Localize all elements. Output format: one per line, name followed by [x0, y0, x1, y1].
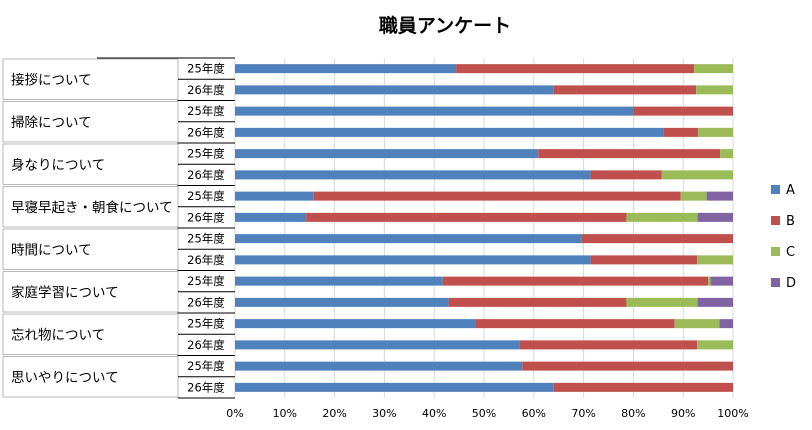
- x-tick-label: 10%: [273, 407, 297, 420]
- year-label: 25年度: [187, 232, 225, 246]
- year-label: 26年度: [187, 338, 225, 352]
- bar-segment-a: [235, 212, 307, 222]
- bar-segment-a: [235, 149, 539, 159]
- category-label: 早寝早起き・朝食について: [11, 199, 173, 216]
- bar-segment-b: [590, 170, 662, 180]
- x-tick-label: 90%: [671, 407, 695, 420]
- bar-segment-b: [456, 64, 695, 74]
- bar-segment-a: [235, 234, 582, 244]
- bar-segment-d: [697, 297, 733, 307]
- bar-segment-c: [698, 127, 733, 137]
- bar-segment-c: [720, 149, 733, 159]
- year-label: 26年度: [187, 168, 225, 182]
- bar-segment-a: [235, 361, 523, 371]
- category-label: 身なりについて: [11, 157, 105, 173]
- legend-label: D: [786, 276, 796, 291]
- x-axis: 0% 10% 20% 30% 40% 50% 60% 70% 80% 90% 100%: [226, 407, 748, 420]
- bar-segment-a: [235, 382, 554, 392]
- year-label: 25年度: [187, 147, 225, 161]
- bar-segment-b: [553, 382, 733, 392]
- bar-segment-a: [235, 170, 591, 180]
- legend-swatch-a: [771, 185, 780, 194]
- bar-segment-a: [235, 340, 520, 350]
- x-tick-label: 80%: [621, 407, 645, 420]
- chart-title: 職員アンケート: [379, 14, 511, 37]
- year-label: 26年度: [187, 125, 225, 139]
- category-label: 掃除について: [11, 114, 92, 131]
- x-tick-label: 60%: [522, 407, 546, 420]
- bar-segment-b: [633, 106, 733, 116]
- x-tick-label: 30%: [372, 407, 396, 420]
- bar-segment-c: [680, 191, 707, 201]
- legend-swatch-d: [771, 278, 780, 287]
- category-label: 思いやりについて: [11, 370, 119, 386]
- year-label: 25年度: [187, 189, 225, 203]
- bar-segment-b: [538, 149, 721, 159]
- bar-segment-a: [235, 319, 476, 329]
- bar-segment-a: [235, 255, 591, 265]
- legend: A B C D: [771, 183, 796, 291]
- bar-segment-c: [661, 170, 733, 180]
- bar-segment-c: [626, 212, 698, 222]
- year-label: 25年度: [187, 317, 225, 331]
- bar-segment-a: [235, 191, 314, 201]
- bar-segment-b: [306, 212, 627, 222]
- bar-segment-a: [235, 64, 457, 74]
- year-label: 26年度: [187, 380, 225, 394]
- category-label: 忘れ物について: [11, 327, 105, 343]
- x-tick-label: 100%: [717, 407, 748, 420]
- legend-swatch-b: [771, 216, 780, 225]
- bar-segment-c: [696, 85, 733, 95]
- bar-segment-c: [697, 340, 733, 350]
- year-label: 25年度: [187, 359, 225, 373]
- x-tick-label: 50%: [472, 407, 496, 420]
- bar-segment-d: [710, 276, 733, 286]
- category-table: 接拶について25年度26年度掃除について25年度26年度身なりについて25年度2…: [2, 57, 235, 399]
- bar-segment-a: [235, 106, 634, 116]
- bar-segment-c: [626, 297, 698, 307]
- bar-segment-c: [694, 64, 733, 74]
- x-tick-label: 40%: [422, 407, 446, 420]
- year-label: 26年度: [187, 295, 225, 309]
- bar-segment-b: [590, 255, 698, 265]
- bar-segment-c: [708, 276, 711, 286]
- year-label: 25年度: [187, 274, 225, 288]
- bar-segment-b: [313, 191, 681, 201]
- bar-segment-b: [475, 319, 675, 329]
- x-tick-label: 70%: [571, 407, 595, 420]
- x-tick-label: 0%: [226, 407, 243, 420]
- bar-segment-b: [553, 85, 697, 95]
- bar-segment-b: [581, 234, 733, 244]
- bars: [235, 64, 733, 392]
- category-label: 接拶について: [11, 71, 92, 88]
- bar-segment-d: [719, 319, 733, 329]
- bar-segment-b: [522, 361, 733, 371]
- bar-segment-a: [235, 127, 664, 137]
- legend-label: B: [786, 214, 795, 229]
- bar-segment-d: [706, 191, 733, 201]
- year-label: 25年度: [187, 62, 225, 76]
- bar-segment-c: [674, 319, 720, 329]
- year-label: 26年度: [187, 253, 225, 267]
- category-label: 家庭学習について: [11, 284, 119, 301]
- bar-segment-b: [663, 127, 699, 137]
- bar-segment-a: [235, 85, 554, 95]
- bar-segment-a: [235, 297, 449, 307]
- year-label: 26年度: [187, 83, 225, 97]
- bar-segment-b: [448, 297, 627, 307]
- legend-label: C: [786, 245, 795, 260]
- bar-segment-d: [697, 212, 733, 222]
- bar-segment-c: [697, 255, 733, 265]
- year-label: 25年度: [187, 104, 225, 118]
- legend-label: A: [786, 183, 795, 198]
- bar-segment-a: [235, 276, 443, 286]
- bar-segment-b: [442, 276, 709, 286]
- x-tick-label: 20%: [322, 407, 346, 420]
- bar-segment-b: [519, 340, 698, 350]
- legend-swatch-c: [771, 247, 780, 256]
- category-label: 時間について: [11, 242, 92, 258]
- year-label: 26年度: [187, 210, 225, 224]
